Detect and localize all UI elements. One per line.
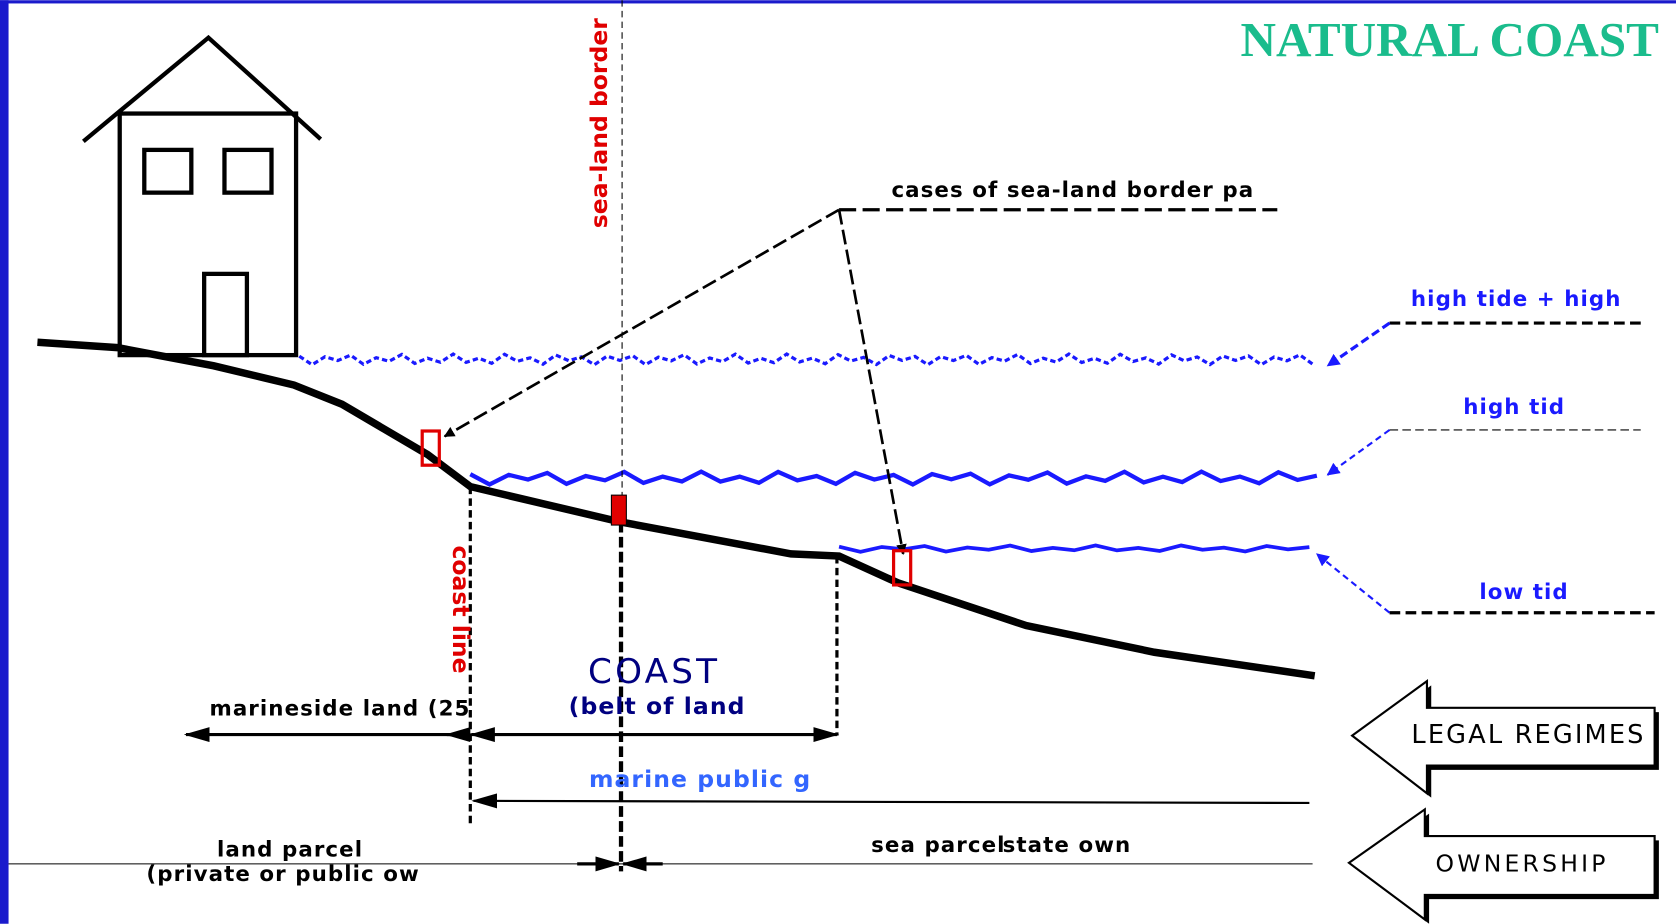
sea-land-border-label: sea-land border <box>585 18 613 228</box>
marine-public-label: marine public g <box>589 765 811 793</box>
level-legends <box>1316 321 1655 615</box>
low-tide-label: low tid <box>1479 580 1568 605</box>
state-own-label: state own <box>1003 833 1132 858</box>
land-parcel-label: land parcel <box>217 837 363 862</box>
border-markers <box>420 429 913 587</box>
legal-regimes-label: LEGAL REGIMES <box>1411 720 1645 750</box>
frame-left <box>0 0 9 924</box>
coast-label: COAST <box>588 652 720 692</box>
water-levels <box>298 352 1318 554</box>
high-tide-high-label: high tide + high <box>1411 287 1622 312</box>
cases-label: cases of sea-land border pa <box>891 178 1254 203</box>
private-public-label: (private or public ow <box>146 862 419 887</box>
verticals <box>468 0 839 872</box>
frame-top <box>0 0 1676 4</box>
cases-pointers <box>443 208 1278 555</box>
ownership-arrow <box>1347 807 1659 924</box>
ownership-label: OWNERSHIP <box>1436 849 1609 877</box>
high-tide-label: high tid <box>1463 395 1565 420</box>
ground-profile <box>37 338 1316 680</box>
marineside-land-label: marineside land (25 <box>209 696 470 721</box>
low-tide-line <box>838 543 1310 554</box>
coast-line-label: coast line <box>447 545 475 673</box>
sea-parcel-label: sea parcel <box>871 833 1005 858</box>
extent-arrows <box>8 727 1313 872</box>
high-tide-line <box>469 469 1318 487</box>
storm-high-water-line <box>298 352 1314 367</box>
legal-regimes-arrow <box>1350 679 1659 798</box>
house <box>82 34 323 358</box>
belt-of-land-label: (belt of land <box>569 692 746 720</box>
title: NATURAL COAST <box>1241 12 1660 67</box>
